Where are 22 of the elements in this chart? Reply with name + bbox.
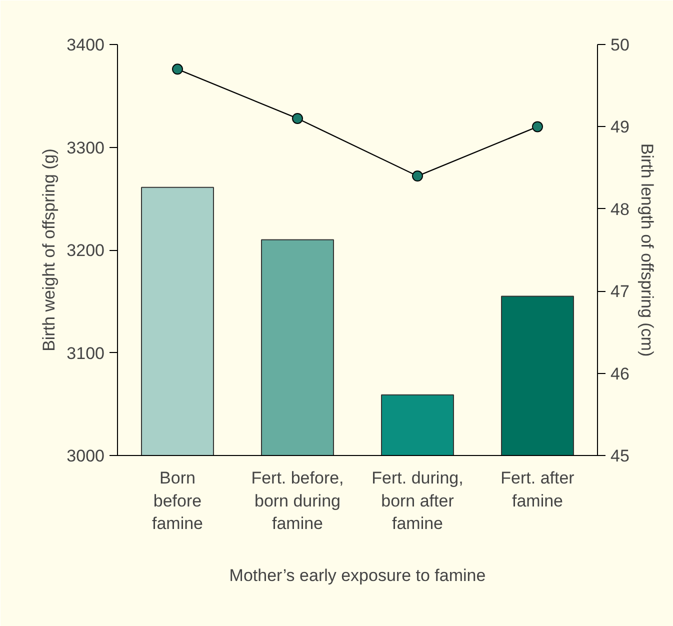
y-tick-label: 3200 bbox=[66, 241, 105, 260]
y-tick-label: 3400 bbox=[66, 36, 105, 54]
y-tick-label: 3300 bbox=[66, 138, 105, 158]
x-tick-label: Fert. after famine bbox=[500, 468, 575, 510]
x-tick-label: Born before famine bbox=[152, 468, 204, 534]
y-tick-label: 3000 bbox=[66, 446, 105, 466]
y2-tick-label: 46 bbox=[610, 364, 630, 384]
y2-tick-label: 50 bbox=[610, 36, 630, 54]
point bbox=[532, 121, 543, 132]
x-tick-label: Fert. before, born during famine bbox=[251, 468, 344, 534]
y2-axis-title: Birth length of offspring (cm) bbox=[637, 143, 656, 357]
y2-tick-label: 47 bbox=[610, 282, 630, 302]
y2-tick-label: 49 bbox=[610, 118, 630, 137]
x-tick-label: Fert. during, born after famine bbox=[372, 468, 464, 534]
y2-tick-label: 48 bbox=[610, 200, 630, 219]
y-axis-title: Birth weight of offspring (g) bbox=[40, 148, 59, 352]
point bbox=[292, 112, 303, 124]
point bbox=[412, 170, 423, 182]
y2-tick-label: 45 bbox=[610, 446, 630, 466]
x-axis-title: Mother’s early exposure to famine bbox=[229, 566, 486, 586]
y-tick-label: 3100 bbox=[66, 344, 105, 363]
point bbox=[172, 64, 183, 75]
